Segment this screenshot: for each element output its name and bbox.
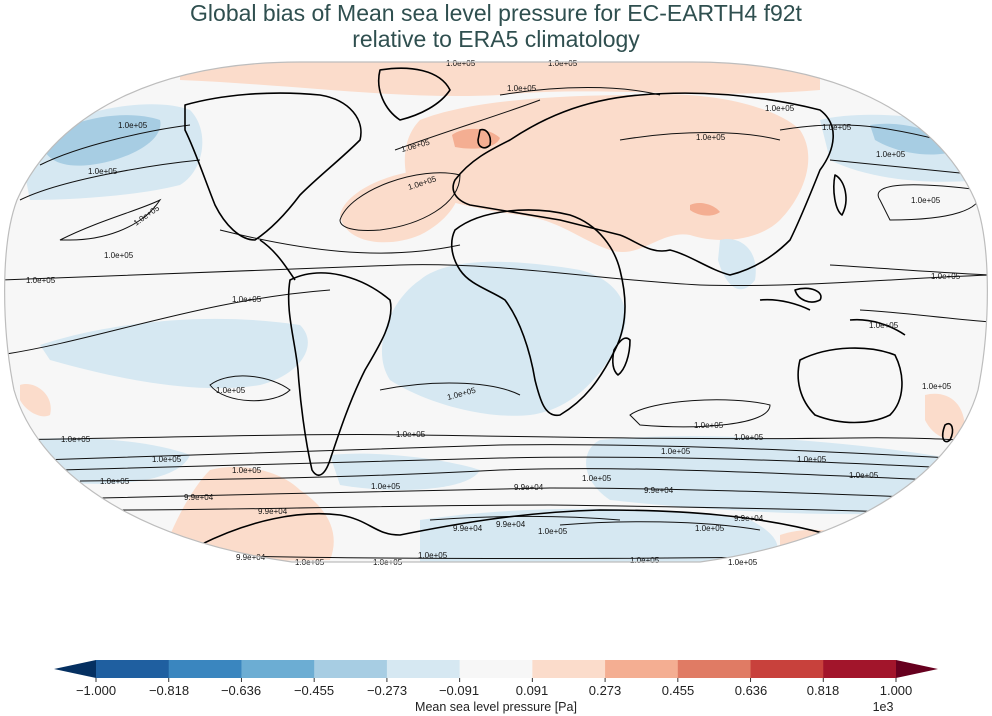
svg-text:1.0e+05: 1.0e+05: [232, 295, 262, 304]
svg-text:1.0e+05: 1.0e+05: [694, 421, 724, 430]
map-fill: [4, 62, 988, 562]
svg-text:1.0e+05: 1.0e+05: [104, 251, 134, 260]
svg-text:1.0e+05: 1.0e+05: [61, 435, 91, 444]
svg-text:1.0e+05: 1.0e+05: [931, 272, 961, 281]
tick-label: −1.000: [75, 683, 117, 698]
tick-label: −0.455: [293, 683, 335, 698]
colorbar-exponent: 1e3: [872, 700, 894, 714]
svg-text:1.0e+05: 1.0e+05: [216, 386, 246, 395]
svg-text:9.9e+04: 9.9e+04: [453, 524, 483, 533]
colorbar-segment: [750, 660, 824, 678]
bias-map: 1.0e+05 1.0e+05 1.0e+05 1.0e+05 1.0e+05 …: [4, 59, 988, 567]
tick-label: −0.091: [438, 683, 480, 698]
svg-text:9.9e+04: 9.9e+04: [644, 486, 674, 495]
svg-text:1.0e+05: 1.0e+05: [446, 59, 476, 68]
colorbar-segment: [168, 660, 242, 678]
title-line-1: Global bias of Mean sea level pressure f…: [190, 0, 802, 26]
svg-text:1.0e+05: 1.0e+05: [695, 524, 725, 533]
svg-text:1.0e+05: 1.0e+05: [396, 430, 426, 439]
map-border: [4, 61, 988, 563]
svg-text:1.0e+05: 1.0e+05: [765, 104, 795, 113]
colorbar-segment: [532, 660, 606, 678]
svg-text:1.0e+05: 1.0e+05: [696, 133, 726, 142]
colorbar-label: Mean sea level pressure [Pa]: [415, 700, 577, 714]
svg-text:1.0e+05: 1.0e+05: [152, 455, 182, 464]
svg-text:1.0e+05: 1.0e+05: [88, 167, 118, 176]
tick-label: 0.091: [515, 683, 549, 698]
svg-text:1.0e+05: 1.0e+05: [582, 474, 612, 483]
svg-text:1.0e+05: 1.0e+05: [371, 482, 401, 491]
svg-text:1.0e+05: 1.0e+05: [100, 477, 130, 486]
coastlines: [184, 67, 954, 562]
svg-text:1.0e+05: 1.0e+05: [630, 556, 660, 565]
colorbar-segment: [459, 660, 533, 678]
svg-text:1.0e+05: 1.0e+05: [797, 455, 827, 464]
pressure-contours: [4, 87, 988, 559]
svg-text:1.0e+05: 1.0e+05: [548, 59, 578, 68]
svg-text:1.0e+05: 1.0e+05: [418, 551, 448, 560]
svg-text:9.9e+04: 9.9e+04: [184, 493, 214, 502]
svg-text:1.0e+05: 1.0e+05: [876, 150, 906, 159]
colorbar-segment: [823, 660, 897, 678]
title-line-2: relative to ERA5 climatology: [352, 26, 640, 52]
colorbar-segment: [386, 660, 461, 678]
tick-label: −0.273: [366, 683, 408, 698]
tick-label: 0.818: [806, 683, 840, 698]
tick-label: 0.636: [734, 683, 768, 698]
colorbar-segment: [241, 660, 315, 678]
svg-text:1.0e+05: 1.0e+05: [232, 466, 262, 475]
tick-label: 1.000: [879, 683, 913, 698]
svg-text:9.9e+04: 9.9e+04: [514, 483, 544, 492]
svg-text:1.0e+05: 1.0e+05: [118, 121, 148, 130]
svg-text:9.9e+04: 9.9e+04: [496, 520, 526, 529]
chart-title: Global bias of Mean sea level pressure f…: [0, 0, 992, 52]
colorbar-segment: [314, 660, 388, 678]
svg-text:9.9e+04: 9.9e+04: [236, 553, 266, 562]
colorbar-segment: [677, 660, 752, 678]
colorbar: [54, 660, 938, 682]
svg-text:1.0e+05: 1.0e+05: [922, 382, 952, 391]
svg-text:1.0e+05: 1.0e+05: [507, 84, 537, 93]
svg-text:1.0e+05: 1.0e+05: [911, 196, 941, 205]
colorbar-segment: [96, 660, 170, 678]
svg-text:1.0e+05: 1.0e+05: [728, 558, 758, 567]
svg-text:9.9e+04: 9.9e+04: [258, 507, 288, 516]
svg-text:1.0e+05: 1.0e+05: [849, 471, 879, 480]
tick-label: 0.273: [588, 683, 622, 698]
svg-text:1.0e+05: 1.0e+05: [661, 447, 691, 456]
tick-label: −0.818: [148, 683, 190, 698]
svg-text:1.0e+05: 1.0e+05: [734, 433, 764, 442]
colorbar-extend-low: [54, 660, 96, 678]
colorbar-segment: [605, 660, 679, 678]
svg-text:1.0e+05: 1.0e+05: [822, 123, 852, 132]
svg-text:1.0e+05: 1.0e+05: [538, 527, 568, 536]
svg-text:9.9e+04: 9.9e+04: [734, 514, 764, 523]
svg-text:1.0e+05: 1.0e+05: [869, 321, 899, 330]
colorbar-extend-high: [896, 660, 938, 678]
tick-label: 0.455: [661, 683, 695, 698]
tick-label: −0.636: [220, 683, 262, 698]
svg-text:1.0e+05: 1.0e+05: [26, 276, 56, 285]
